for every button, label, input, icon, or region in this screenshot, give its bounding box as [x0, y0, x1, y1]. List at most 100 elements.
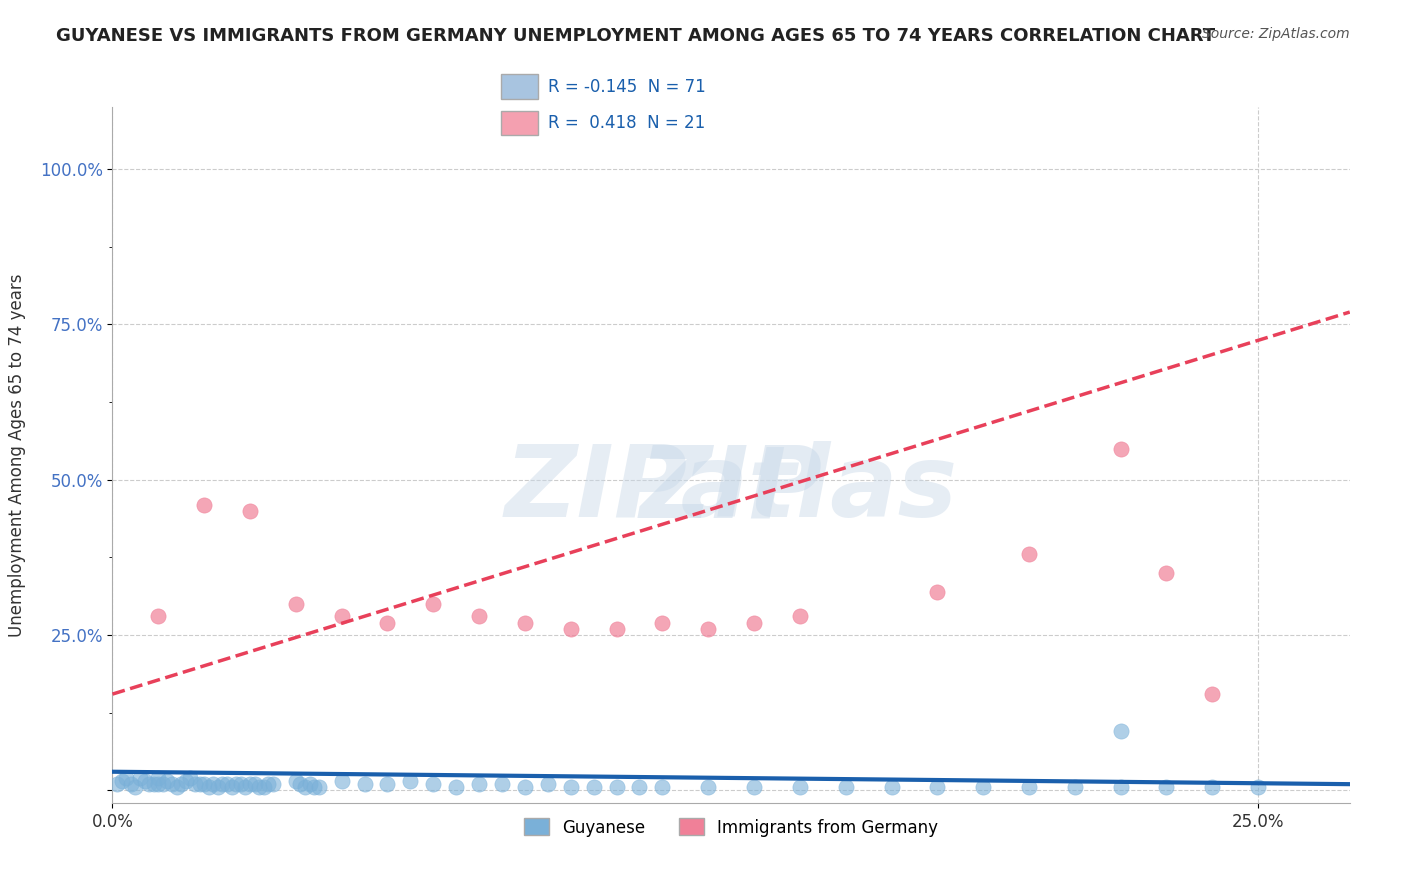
Point [115, 771, 138, 785]
Point [927, 584, 949, 599]
Point [697, 780, 720, 795]
FancyBboxPatch shape [399, 38, 894, 167]
Point [262, 777, 284, 791]
Point [1018, 780, 1040, 795]
Point [239, 504, 262, 518]
Text: GUYANESE VS IMMIGRANTS FROM GERMANY UNEMPLOYMENT AMONG AGES 65 TO 74 YEARS CORRE: GUYANESE VS IMMIGRANTS FROM GERMANY UNEM… [56, 27, 1215, 45]
Bar [502, 75, 538, 99]
Point [468, 777, 491, 791]
Point [880, 780, 903, 795]
Point [166, 780, 188, 795]
Point [1201, 780, 1223, 795]
Point [138, 777, 160, 791]
Point [468, 609, 491, 624]
Point [789, 780, 811, 795]
Point [284, 774, 307, 789]
Point [1156, 566, 1178, 580]
Point [422, 597, 444, 611]
Point [742, 615, 765, 630]
Point [120, 777, 142, 791]
Point [247, 780, 270, 795]
Point [1109, 780, 1132, 795]
Point [174, 774, 197, 789]
Point [124, 780, 146, 795]
Point [537, 777, 560, 791]
Point [491, 777, 513, 791]
Point [129, 771, 152, 785]
Point [197, 780, 219, 795]
Point [148, 609, 170, 624]
Point [1018, 547, 1040, 561]
Point [184, 777, 207, 791]
Point [111, 774, 134, 789]
Point [789, 609, 811, 624]
Point [1109, 442, 1132, 456]
Point [377, 777, 399, 791]
Text: R = -0.145  N = 71: R = -0.145 N = 71 [548, 78, 706, 95]
Point [582, 780, 605, 795]
Point [560, 622, 582, 636]
Point [927, 780, 949, 795]
Point [330, 774, 353, 789]
Point [202, 777, 225, 791]
Point [229, 777, 252, 791]
Point [193, 777, 215, 791]
Point [972, 780, 994, 795]
Point [156, 774, 179, 789]
Point [422, 777, 444, 791]
Point [606, 780, 628, 795]
Text: R =  0.418  N = 21: R = 0.418 N = 21 [548, 113, 704, 132]
Point [152, 777, 174, 791]
Point [1109, 724, 1132, 739]
Point [148, 771, 170, 785]
Point [221, 780, 243, 795]
Point [399, 774, 422, 789]
Point [513, 615, 536, 630]
Point [651, 780, 673, 795]
Point [215, 777, 238, 791]
Point [284, 597, 307, 611]
Point [302, 780, 325, 795]
Y-axis label: Unemployment Among Ages 65 to 74 years: Unemployment Among Ages 65 to 74 years [8, 273, 25, 637]
Point [834, 780, 856, 795]
Point [290, 777, 312, 791]
Point [742, 780, 765, 795]
Point [513, 780, 536, 795]
Point [105, 777, 128, 791]
Point [225, 777, 247, 791]
Point [170, 777, 193, 791]
Point [298, 777, 321, 791]
Point [308, 780, 330, 795]
Point [235, 780, 257, 795]
Point [207, 780, 229, 795]
Point [193, 498, 215, 512]
Point [243, 777, 266, 791]
Point [651, 615, 673, 630]
Legend: Guyanese, Immigrants from Germany: Guyanese, Immigrants from Germany [517, 812, 945, 843]
Text: Source: ZipAtlas.com: Source: ZipAtlas.com [1202, 27, 1350, 41]
Point [257, 777, 280, 791]
Point [353, 777, 375, 791]
Bar [502, 111, 538, 135]
Point [697, 622, 720, 636]
Point [142, 777, 165, 791]
Point [1247, 780, 1270, 795]
Point [239, 777, 262, 791]
Point [211, 777, 233, 791]
Point [179, 771, 201, 785]
Point [444, 780, 467, 795]
Point [148, 777, 170, 791]
Point [377, 615, 399, 630]
Point [560, 780, 582, 795]
Point [253, 780, 276, 795]
Point [294, 780, 316, 795]
Point [628, 780, 651, 795]
Text: ZIPatlas: ZIPatlas [505, 442, 957, 538]
Point [160, 777, 183, 791]
Point [1156, 780, 1178, 795]
Point [134, 774, 156, 789]
Text: ZIP: ZIP [640, 442, 823, 538]
Point [606, 622, 628, 636]
Point [1063, 780, 1085, 795]
Point [1201, 687, 1223, 701]
